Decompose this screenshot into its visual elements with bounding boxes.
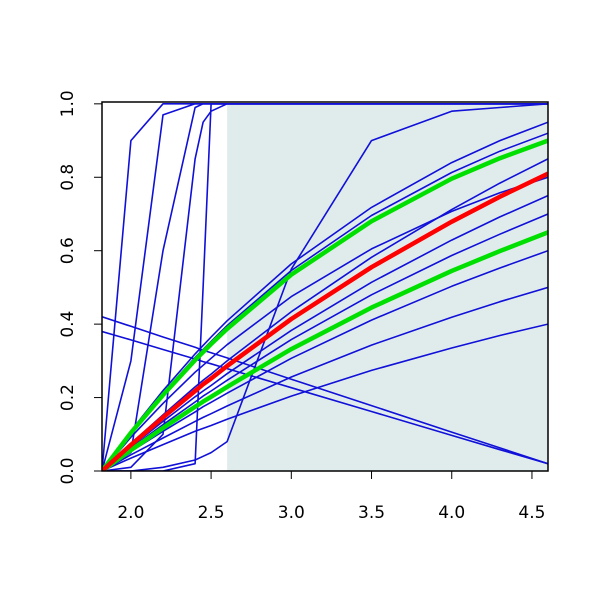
curve xyxy=(102,171,548,471)
x-tick-label: 3.0 xyxy=(278,503,305,523)
x-tick-label: 2.5 xyxy=(198,503,225,523)
curve xyxy=(102,213,548,471)
plot-frame xyxy=(101,101,549,472)
x-tick-label: 2.0 xyxy=(117,503,144,523)
curve xyxy=(102,138,548,471)
curve xyxy=(102,103,548,471)
curve xyxy=(102,249,548,471)
curve xyxy=(102,316,548,465)
curve xyxy=(102,330,548,465)
y-tick-label: 0.6 xyxy=(58,237,78,264)
x-tick-label: 4.0 xyxy=(438,503,465,523)
curve xyxy=(102,323,548,471)
curve xyxy=(102,230,548,471)
x-tick-label: 4.5 xyxy=(518,503,545,523)
y-tick-label: 0.2 xyxy=(58,384,78,411)
curve xyxy=(102,121,548,471)
curve xyxy=(102,176,548,471)
y-tick-label: 0.4 xyxy=(58,311,78,338)
y-tick-label: 1.0 xyxy=(58,90,78,117)
curve xyxy=(102,194,548,471)
curve xyxy=(102,103,548,471)
x-tick-label: 3.5 xyxy=(358,503,385,523)
y-tick-label: 0.8 xyxy=(58,164,78,191)
y-tick-label: 0.0 xyxy=(58,457,78,484)
